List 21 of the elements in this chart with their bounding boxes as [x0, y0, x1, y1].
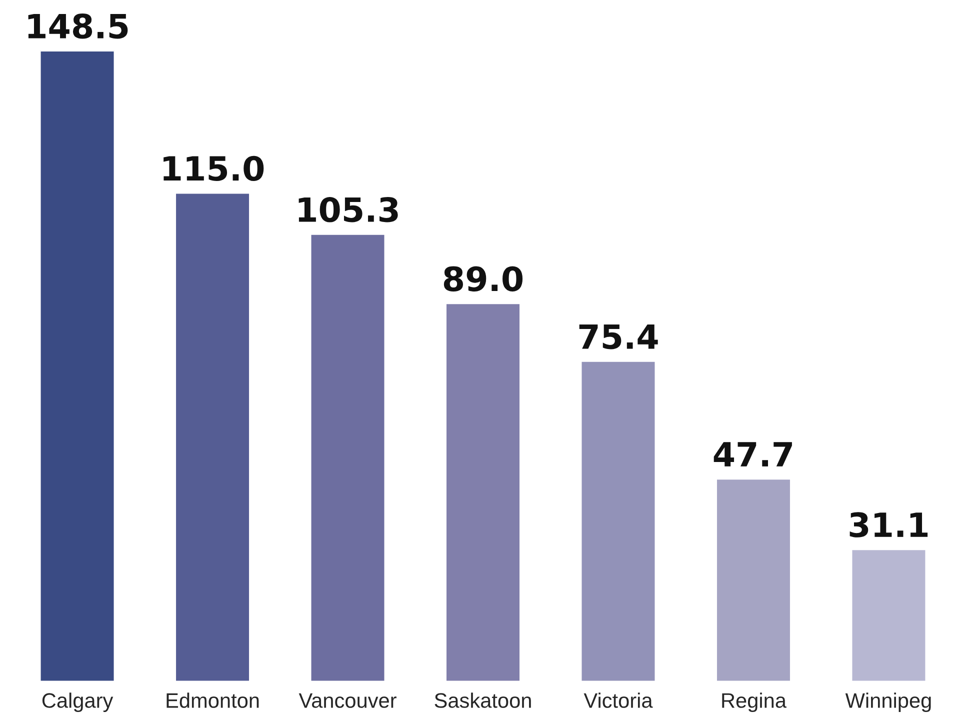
- bar: [580, 360, 656, 682]
- bar: [39, 50, 116, 682]
- data-label: 47.7: [714, 442, 792, 466]
- x-tick-label: Calgary: [42, 692, 114, 712]
- data-label: 148.5: [28, 14, 128, 39]
- bar: [310, 234, 386, 682]
- x-tick-label: Saskatoon: [434, 692, 531, 708]
- data-label: 75.4: [579, 324, 658, 350]
- data-label: 105.3: [298, 197, 398, 222]
- x-tick-label: Edmonton: [166, 692, 259, 708]
- bar: [445, 302, 521, 682]
- bar: [716, 478, 792, 682]
- x-tick-label: Regina: [722, 692, 786, 712]
- data-label: 115.0: [164, 156, 264, 182]
- x-tick-label: Vancouver: [298, 693, 396, 708]
- bar: [850, 548, 927, 682]
- data-label: 31.1: [850, 512, 928, 538]
- data-label: 89.0: [444, 266, 523, 292]
- bar: [174, 192, 250, 682]
- x-tick-label: Winnipeg: [845, 692, 931, 712]
- x-tick-label: Victoria: [584, 692, 653, 708]
